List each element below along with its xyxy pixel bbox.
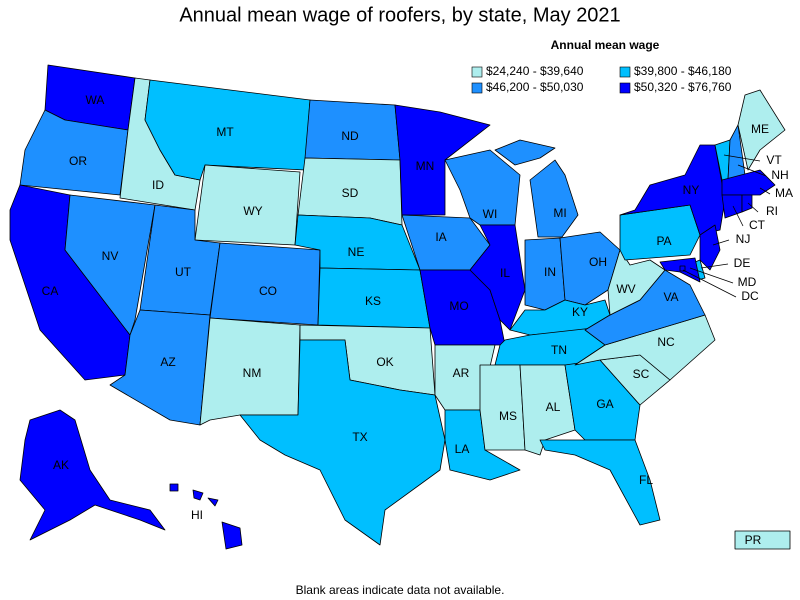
state-shape bbox=[479, 364, 526, 451]
state-labels: WA OR CA ID NV MT WY UT AZ CO NM ND SD NE KS OK TX MN IA MO… bbox=[42, 93, 793, 547]
state-label: GA bbox=[596, 397, 613, 411]
state-label: CT bbox=[749, 218, 766, 232]
state-label: KS bbox=[365, 294, 381, 308]
legend-swatch bbox=[471, 66, 483, 78]
state-shape bbox=[64, 194, 156, 336]
leader-line bbox=[689, 267, 734, 284]
state-shape bbox=[19, 409, 166, 541]
state-label: WI bbox=[483, 207, 498, 221]
state-label: AL bbox=[546, 400, 561, 414]
state-label: CA bbox=[42, 284, 59, 298]
state-label: WY bbox=[243, 204, 262, 218]
state-label: DE bbox=[734, 256, 751, 270]
state-label: UT bbox=[175, 265, 192, 279]
map-title: Annual mean wage of roofers, by state, M… bbox=[179, 4, 620, 26]
state-label: PA bbox=[656, 234, 671, 248]
state-label: PR bbox=[745, 533, 762, 547]
state-label: VT bbox=[766, 153, 782, 167]
state-label: SC bbox=[633, 367, 650, 381]
state-shape bbox=[539, 439, 661, 526]
leader-line bbox=[712, 239, 730, 246]
state-label: AK bbox=[53, 458, 69, 472]
state-label: VA bbox=[663, 290, 678, 304]
state-label: OK bbox=[376, 355, 393, 369]
leader-line bbox=[747, 202, 759, 213]
state-label: WA bbox=[86, 93, 105, 107]
legend-label: $50,320 - $76,760 bbox=[634, 80, 732, 94]
state-label: MT bbox=[216, 125, 234, 139]
legend-title: Annual mean wage bbox=[551, 38, 660, 52]
state-label: NM bbox=[243, 366, 262, 380]
state-shape bbox=[207, 497, 219, 507]
legend-swatch bbox=[619, 82, 631, 94]
state-label: DC bbox=[741, 289, 759, 303]
state-label: ME bbox=[751, 122, 769, 136]
state-shape bbox=[494, 139, 556, 166]
state-label: SD bbox=[342, 186, 359, 200]
footnote: Blank areas indicate data not available. bbox=[296, 583, 505, 597]
states bbox=[9, 64, 791, 550]
state-label: MO bbox=[449, 299, 468, 313]
state-label: MS bbox=[499, 409, 517, 423]
leader-line bbox=[759, 187, 771, 195]
state-shape bbox=[169, 483, 179, 492]
state-label: IA bbox=[435, 230, 446, 244]
state-label: MI bbox=[553, 206, 566, 220]
state-label: LA bbox=[455, 442, 470, 456]
state-label: IN bbox=[544, 265, 556, 279]
state-label: WV bbox=[616, 282, 635, 296]
state-shape bbox=[737, 89, 786, 171]
legend-label: $39,800 - $46,180 bbox=[634, 64, 732, 78]
state-shape bbox=[721, 194, 743, 219]
legend-label: $24,240 - $39,640 bbox=[486, 64, 584, 78]
state-shape bbox=[221, 521, 243, 550]
legend-label: $46,200 - $50,030 bbox=[486, 80, 584, 94]
state-label: MD bbox=[738, 275, 757, 289]
state-label: NJ bbox=[736, 232, 751, 246]
state-label: MN bbox=[416, 159, 435, 173]
legend: $24,240 - $39,640 $39,800 - $46,180 $46,20… bbox=[471, 64, 732, 94]
leader-line bbox=[732, 205, 744, 227]
leader-line bbox=[723, 154, 761, 162]
state-label: IL bbox=[500, 266, 510, 280]
legend-swatch bbox=[471, 82, 483, 94]
state-label: AR bbox=[453, 366, 470, 380]
leader-line bbox=[682, 269, 737, 298]
state-shape bbox=[192, 489, 204, 501]
state-label: NY bbox=[683, 183, 700, 197]
state-label: NH bbox=[771, 168, 788, 182]
state-shape bbox=[469, 224, 526, 331]
state-label: HI bbox=[191, 508, 203, 522]
leader-line bbox=[700, 263, 729, 269]
state-label: ID bbox=[152, 178, 164, 192]
state-label: TX bbox=[352, 430, 367, 444]
state-label: OR bbox=[69, 154, 87, 168]
state-label: NV bbox=[102, 249, 119, 263]
state-shape bbox=[741, 194, 753, 213]
state-shape bbox=[699, 224, 721, 271]
state-label: AZ bbox=[160, 355, 175, 369]
state-shape bbox=[239, 339, 446, 546]
state-label: OH bbox=[589, 255, 607, 269]
state-shape bbox=[394, 104, 491, 216]
state-label: MA bbox=[775, 186, 793, 200]
legend-swatch bbox=[619, 66, 631, 78]
leader-line bbox=[737, 164, 767, 177]
state-label: FL bbox=[639, 473, 653, 487]
state-label: TN bbox=[551, 343, 567, 357]
state-label: RI bbox=[766, 204, 778, 218]
state-label: CO bbox=[259, 284, 277, 298]
state-shape bbox=[734, 530, 791, 550]
state-label: KY bbox=[572, 305, 588, 319]
state-label: ND bbox=[341, 129, 359, 143]
state-shape bbox=[529, 159, 579, 238]
state-label: NE bbox=[348, 245, 365, 259]
state-label: NC bbox=[657, 335, 675, 349]
